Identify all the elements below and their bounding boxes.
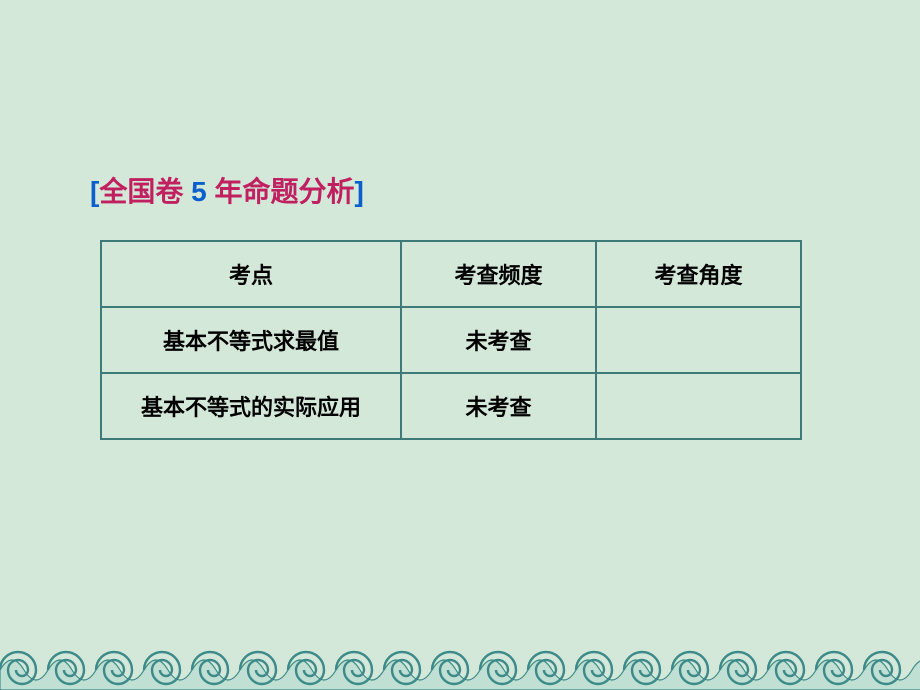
table-row: 基本不等式求最值 未考查 bbox=[101, 307, 801, 373]
table-header-row: 考点 考查频度 考查角度 bbox=[101, 241, 801, 307]
open-bracket: [ bbox=[90, 176, 99, 207]
section-heading: [全国卷 5 年命题分析] bbox=[90, 170, 830, 210]
table-row: 基本不等式的实际应用 未考查 bbox=[101, 373, 801, 439]
col-header: 考点 bbox=[101, 241, 401, 307]
close-bracket: ] bbox=[355, 176, 364, 207]
col-header: 考查频度 bbox=[401, 241, 596, 307]
heading-part2: 5 bbox=[183, 176, 214, 207]
heading-part3: 年命题分析 bbox=[214, 176, 354, 207]
table-cell: 基本不等式求最值 bbox=[101, 307, 401, 373]
table-cell: 未考查 bbox=[401, 307, 596, 373]
bottom-wave-decoration bbox=[0, 636, 920, 690]
slide-content: [全国卷 5 年命题分析] 考点 考查频度 考查角度 基本不等式求最值 未考查 … bbox=[90, 170, 830, 440]
analysis-table: 考点 考查频度 考查角度 基本不等式求最值 未考查 基本不等式的实际应用 未考查 bbox=[100, 240, 802, 440]
heading-part1: 全国卷 bbox=[99, 176, 183, 207]
table-cell bbox=[596, 373, 801, 439]
table-cell: 未考查 bbox=[401, 373, 596, 439]
table-cell bbox=[596, 307, 801, 373]
table-cell: 基本不等式的实际应用 bbox=[101, 373, 401, 439]
col-header: 考查角度 bbox=[596, 241, 801, 307]
